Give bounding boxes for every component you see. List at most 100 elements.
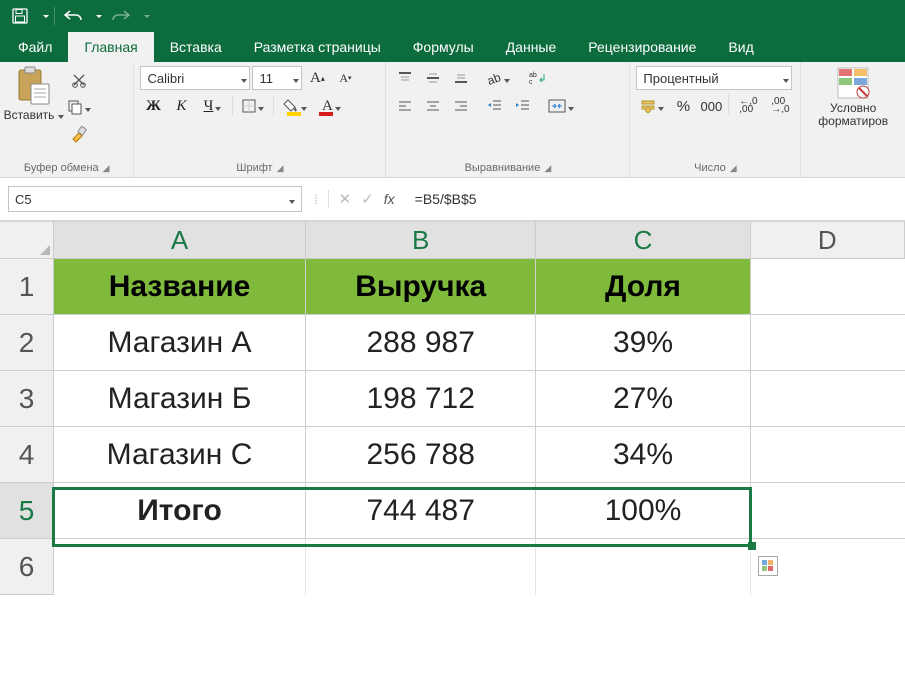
comma-format-button[interactable]: 000 <box>698 94 724 118</box>
save-button[interactable] <box>6 4 34 28</box>
cell-b6[interactable] <box>306 539 536 595</box>
clipboard-launcher[interactable]: ◢ <box>103 163 110 174</box>
cell-a6[interactable] <box>54 539 306 595</box>
col-header-c[interactable]: C <box>536 222 750 259</box>
font-size-combo[interactable]: 11 <box>252 66 302 90</box>
cell-b2[interactable]: 288 987 <box>306 315 536 371</box>
cell-b1[interactable]: Выручка <box>306 259 536 315</box>
increase-indent-button[interactable] <box>510 94 536 118</box>
formula-input[interactable] <box>407 187 897 211</box>
fill-color-button[interactable] <box>278 94 312 118</box>
row-header-6[interactable]: 6 <box>0 539 54 595</box>
font-name-value: Calibri <box>147 71 184 86</box>
accounting-format-button[interactable] <box>636 94 668 118</box>
cell-a5[interactable]: Итого <box>54 483 306 539</box>
align-center-button[interactable] <box>420 94 446 118</box>
cell-b5[interactable]: 744 487 <box>306 483 536 539</box>
cell-c6[interactable] <box>536 539 750 595</box>
cancel-formula-button[interactable]: ✕ <box>339 190 352 208</box>
group-number: Процентный % 000 ←,0,00 ,00→,0 Число ◢ <box>630 62 801 177</box>
cell-c1[interactable]: Доля <box>536 259 750 315</box>
alignment-group-label: Выравнивание <box>465 162 541 174</box>
increase-font-button[interactable]: A▴ <box>304 66 330 90</box>
cell-d3[interactable] <box>750 371 904 427</box>
format-painter-button[interactable] <box>66 122 92 146</box>
qat-customize-dropdown[interactable] <box>38 4 50 28</box>
wrap-text-button[interactable]: abc <box>522 66 552 90</box>
insert-function-button[interactable]: fx <box>384 191 395 207</box>
cell-a4[interactable]: Магазин С <box>54 427 306 483</box>
orientation-button[interactable]: ab <box>482 66 514 90</box>
tab-formulas[interactable]: Формулы <box>397 32 490 62</box>
cell-c5[interactable]: 100% <box>536 483 750 539</box>
row-header-2[interactable]: 2 <box>0 315 54 371</box>
row-header-1[interactable]: 1 <box>0 259 54 315</box>
autofill-options-button[interactable] <box>758 556 778 576</box>
row-header-3[interactable]: 3 <box>0 371 54 427</box>
col-header-b[interactable]: B <box>306 222 536 259</box>
svg-text:c: c <box>529 79 533 86</box>
tab-insert[interactable]: Вставка <box>154 32 238 62</box>
alignment-launcher[interactable]: ◢ <box>544 163 551 174</box>
font-name-combo[interactable]: Calibri <box>140 66 250 90</box>
tab-data[interactable]: Данные <box>490 32 573 62</box>
decrease-indent-button[interactable] <box>482 94 508 118</box>
paste-button[interactable]: Вставить <box>6 66 62 122</box>
fill-handle[interactable] <box>748 542 756 550</box>
underline-button[interactable]: Ч <box>196 94 228 118</box>
copy-button[interactable] <box>66 95 92 119</box>
undo-dropdown[interactable] <box>91 4 103 28</box>
number-launcher[interactable]: ◢ <box>730 163 737 174</box>
number-format-combo[interactable]: Процентный <box>636 66 792 90</box>
cell-c2[interactable]: 39% <box>536 315 750 371</box>
align-left-button[interactable] <box>392 94 418 118</box>
tab-home[interactable]: Главная <box>68 32 153 62</box>
bold-button[interactable]: Ж <box>140 94 166 118</box>
tab-review[interactable]: Рецензирование <box>572 32 712 62</box>
quick-access-toolbar <box>0 0 905 32</box>
conditional-formatting-button[interactable]: Условноформатиров <box>813 66 893 128</box>
font-size-value: 11 <box>259 71 273 86</box>
number-group-label: Число <box>694 162 726 174</box>
name-box[interactable]: C5 <box>8 186 302 212</box>
align-bottom-button[interactable] <box>448 66 474 90</box>
align-middle-button[interactable] <box>420 66 446 90</box>
col-header-d[interactable]: D <box>750 222 904 259</box>
align-right-button[interactable] <box>448 94 474 118</box>
sheet-table: A B C D 1 Название Выручка Доля 2 Магази… <box>0 222 905 595</box>
italic-button[interactable]: К <box>168 94 194 118</box>
select-all-corner[interactable] <box>0 222 54 259</box>
tab-view[interactable]: Вид <box>712 32 769 62</box>
undo-button[interactable] <box>59 4 87 28</box>
cell-d1[interactable] <box>750 259 904 315</box>
align-top-button[interactable] <box>392 66 418 90</box>
cell-a1[interactable]: Название <box>54 259 306 315</box>
cell-d2[interactable] <box>750 315 904 371</box>
font-color-button[interactable]: A <box>314 94 348 118</box>
spreadsheet-grid[interactable]: A B C D 1 Название Выручка Доля 2 Магази… <box>0 222 905 595</box>
cell-b4[interactable]: 256 788 <box>306 427 536 483</box>
decrease-font-button[interactable]: A▾ <box>332 66 358 90</box>
decrease-decimal-button[interactable]: ,00→,0 <box>765 94 795 118</box>
percent-format-button[interactable]: % <box>670 94 696 118</box>
tab-file[interactable]: Файл <box>2 32 68 62</box>
col-header-a[interactable]: A <box>54 222 306 259</box>
cell-a3[interactable]: Магазин Б <box>54 371 306 427</box>
redo-button[interactable] <box>107 4 135 28</box>
redo-dropdown[interactable] <box>139 4 151 28</box>
cell-c4[interactable]: 34% <box>536 427 750 483</box>
tab-page-layout[interactable]: Разметка страницы <box>238 32 397 62</box>
merge-center-button[interactable] <box>544 94 578 118</box>
row-header-4[interactable]: 4 <box>0 427 54 483</box>
cut-button[interactable] <box>66 68 92 92</box>
borders-button[interactable] <box>237 94 269 118</box>
font-launcher[interactable]: ◢ <box>277 163 284 174</box>
row-header-5[interactable]: 5 <box>0 483 54 539</box>
cell-d5[interactable] <box>750 483 904 539</box>
cell-b3[interactable]: 198 712 <box>306 371 536 427</box>
cell-a2[interactable]: Магазин А <box>54 315 306 371</box>
cell-c3[interactable]: 27% <box>536 371 750 427</box>
increase-decimal-button[interactable]: ←,0,00 <box>733 94 763 118</box>
enter-formula-button[interactable]: ✓ <box>361 190 374 208</box>
cell-d4[interactable] <box>750 427 904 483</box>
